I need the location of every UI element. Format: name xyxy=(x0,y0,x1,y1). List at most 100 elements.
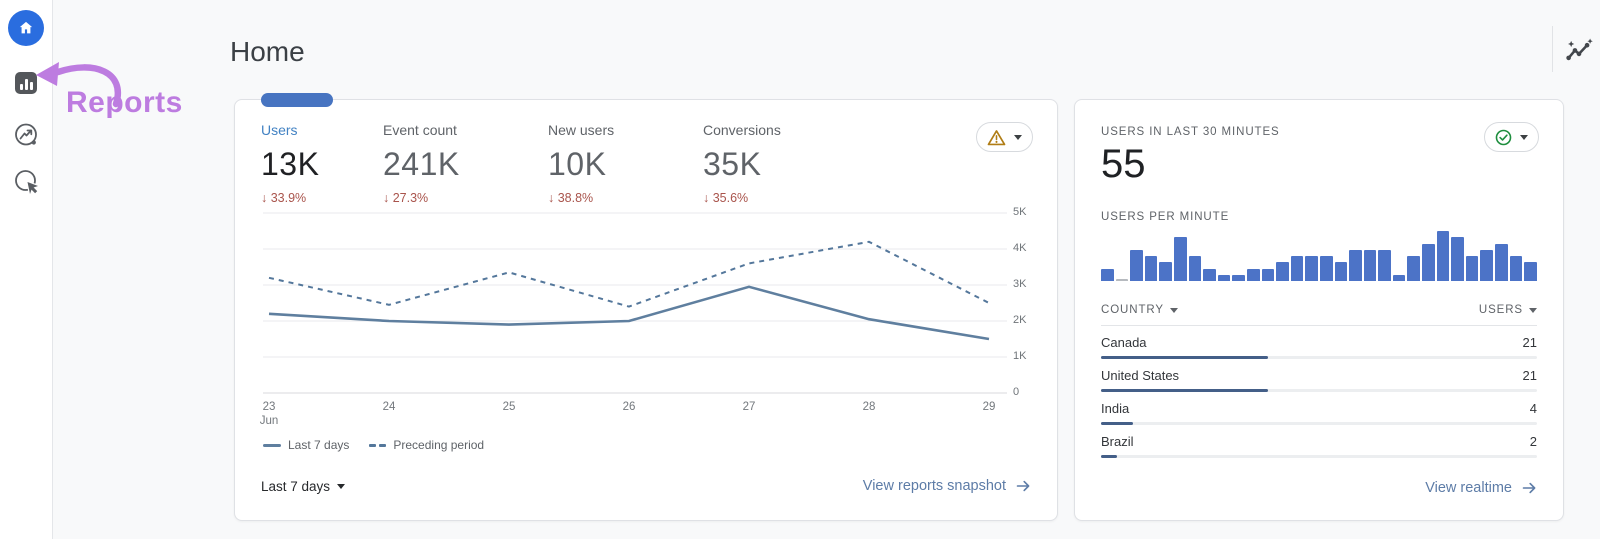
app-sidebar xyxy=(0,0,53,539)
date-range-button[interactable]: Last 7 days xyxy=(261,479,346,494)
country-cell: India xyxy=(1101,401,1130,416)
caret-down-icon xyxy=(1520,134,1528,140)
sidebar-item-explore[interactable] xyxy=(0,122,52,149)
minute-bar xyxy=(1261,268,1275,281)
realtime-card: USERS IN LAST 30 MINUTES 55 USERS PER MI… xyxy=(1074,99,1564,521)
column-header-users[interactable]: USERS xyxy=(1479,304,1537,316)
caret-down-icon xyxy=(337,484,346,489)
table-row: United States 21 xyxy=(1101,359,1537,392)
minute-bar xyxy=(1159,262,1172,281)
x-axis-label: 24 xyxy=(382,401,396,413)
table-row: India 4 xyxy=(1101,392,1537,425)
users-cell: 2 xyxy=(1529,434,1537,449)
y-axis-label: 3K xyxy=(1013,278,1027,290)
realtime-title: USERS IN LAST 30 MINUTES xyxy=(1101,126,1280,138)
metric-event-count[interactable]: Event count 241K ↓ 27.3% xyxy=(383,122,460,205)
minute-bar xyxy=(1217,274,1231,281)
page-title: Home xyxy=(230,36,305,67)
caret-down-icon xyxy=(1169,307,1178,313)
metric-value: 13K xyxy=(261,146,320,182)
check-circle-icon xyxy=(1495,129,1512,145)
table-header-divider xyxy=(1101,325,1537,326)
metric-label: Conversions xyxy=(703,122,781,138)
sidebar-item-home[interactable] xyxy=(0,10,52,46)
users-cell: 4 xyxy=(1529,401,1537,416)
table-row: Canada 21 xyxy=(1101,326,1537,359)
minute-bar xyxy=(1319,256,1333,281)
home-icon xyxy=(8,10,44,46)
users-per-minute-chart xyxy=(1101,231,1537,281)
chart-legend: Last 7 days Preceding period xyxy=(263,438,484,452)
users-bar-track xyxy=(1101,455,1537,458)
column-header-country[interactable]: COUNTRY xyxy=(1101,304,1178,316)
insights-button[interactable] xyxy=(1564,36,1594,66)
country-cell: Canada xyxy=(1101,335,1147,350)
reports-bar-chart-icon xyxy=(15,72,37,94)
users-bar xyxy=(1101,455,1117,458)
legend-item-last-7-days: Last 7 days xyxy=(263,438,349,452)
minute-bar xyxy=(1246,268,1260,281)
users-cell: 21 xyxy=(1522,368,1537,383)
selected-tab-indicator[interactable] xyxy=(261,93,333,107)
x-axis-label: 25 xyxy=(502,401,516,413)
country-cell: United States xyxy=(1101,368,1180,383)
legend-label: Last 7 days xyxy=(288,438,350,452)
minute-bar xyxy=(1480,249,1494,281)
minute-bar xyxy=(1436,231,1450,281)
metric-value: 10K xyxy=(548,146,607,182)
view-realtime-link[interactable]: View realtime xyxy=(1425,480,1537,496)
minute-bar xyxy=(1378,249,1391,281)
metric-delta: ↓ 35.6% xyxy=(703,191,749,205)
y-axis-label: 4K xyxy=(1013,242,1027,254)
caret-down-icon xyxy=(1529,307,1537,313)
minute-bar xyxy=(1495,243,1508,281)
reports-annotation: Reports xyxy=(28,56,208,136)
metric-value: 241K xyxy=(383,146,460,182)
table-row: Brazil 2 xyxy=(1101,425,1537,458)
arrow-forward-icon xyxy=(1522,482,1536,494)
link-label: View reports snapshot xyxy=(862,478,1006,494)
annotation-label: Reports xyxy=(66,86,183,119)
minute-bar xyxy=(1451,237,1464,281)
users-bar-track xyxy=(1101,422,1537,425)
overview-status-pill[interactable] xyxy=(976,122,1033,152)
users-bar xyxy=(1101,356,1268,359)
column-label: USERS xyxy=(1478,304,1523,316)
minute-bar xyxy=(1203,268,1216,281)
realtime-status-pill[interactable] xyxy=(1484,122,1539,152)
sidebar-item-advertising[interactable] xyxy=(0,168,52,195)
users-last-30-min-value: 55 xyxy=(1101,142,1146,186)
users-bar-track xyxy=(1101,389,1537,392)
minute-bar xyxy=(1115,279,1129,281)
country-table-body: Canada 21 United States 21 India 4 Brazil 2 xyxy=(1101,326,1537,458)
users-per-minute-title: USERS PER MINUTE xyxy=(1101,211,1230,223)
y-axis-label: 5K xyxy=(1013,206,1027,218)
minute-bar xyxy=(1334,262,1348,281)
overview-card: Users 13K ↓ 33.9% Event count 241K ↓ 27.3% New… xyxy=(234,93,1058,521)
minute-bar xyxy=(1407,256,1421,281)
minute-bar xyxy=(1276,262,1289,281)
series-solid-line xyxy=(268,285,990,341)
view-reports-snapshot-link[interactable]: View reports snapshot xyxy=(863,478,1031,494)
minute-bar xyxy=(1422,243,1435,281)
trend-y-axis: 5K 4K 3K 2K 1K 0 xyxy=(1013,206,1041,398)
trend-down-arrow-icon: ↓ xyxy=(548,191,555,205)
sidebar-item-reports[interactable] xyxy=(0,72,52,94)
minute-bar xyxy=(1130,249,1143,281)
metric-users[interactable]: Users 13K ↓ 33.9% xyxy=(261,122,319,205)
minute-bar xyxy=(1392,274,1406,281)
solid-line-swatch-icon xyxy=(263,443,281,447)
date-range-label: Last 7 days xyxy=(261,479,331,494)
minute-bar xyxy=(1524,262,1537,281)
minute-bar xyxy=(1509,256,1523,281)
y-axis-label: 0 xyxy=(1013,386,1020,398)
metric-new-users[interactable]: New users 10K ↓ 38.8% xyxy=(548,122,614,205)
legend-item-preceding-period: Preceding period xyxy=(369,438,484,452)
header-divider xyxy=(1552,26,1553,72)
x-axis-label: 26 xyxy=(622,401,636,413)
metric-conversions[interactable]: Conversions 35K ↓ 35.6% xyxy=(703,122,781,205)
minute-bar xyxy=(1144,256,1158,281)
users-cell: 21 xyxy=(1522,335,1537,350)
users-bar-track xyxy=(1101,356,1537,359)
metrics-row: Users 13K ↓ 33.9% Event count 241K ↓ 27.3% New… xyxy=(261,122,961,212)
